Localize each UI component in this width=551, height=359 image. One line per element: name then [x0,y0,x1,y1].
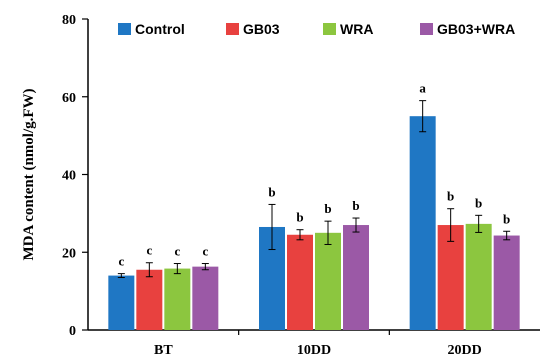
significance-label: b [296,210,303,225]
bar-control-20dd [409,116,436,330]
significance-label: a [419,81,426,96]
y-tick-label: 0 [69,324,76,339]
bar-gb03-wra-10dd [343,225,369,330]
x-category-label: 20DD [448,343,482,358]
significance-label: c [202,244,208,259]
significance-label: c [118,254,124,269]
significance-label: b [475,195,482,210]
bar-gb03-wra-bt [192,266,219,330]
legend-swatch [118,23,131,35]
x-category-label: BT [154,343,173,358]
legend-label: GB03+WRA [437,21,515,37]
legend-swatch [226,23,239,35]
significance-label: b [503,211,510,226]
y-tick-label: 80 [62,13,76,28]
significance-label: b [324,201,331,216]
legend-label: GB03 [243,21,280,37]
bar-gb03-20dd [437,225,464,330]
bar-control-bt [108,275,135,330]
x-category-label: 10DD [297,343,331,358]
legend-label: WRA [340,21,373,37]
significance-label: c [146,243,152,258]
bar-gb03-wra-20dd [493,235,520,330]
bar-wra-bt [164,268,191,330]
significance-label: b [352,198,359,213]
bar-wra-20dd [465,223,492,330]
significance-label: b [268,184,275,199]
legend-swatch [420,23,433,35]
bar-gb03-bt [136,269,163,330]
significance-label: b [447,189,454,204]
y-tick-label: 20 [62,246,76,261]
y-tick-label: 40 [62,169,76,184]
bar-gb03-10dd [287,234,313,330]
y-tick-label: 60 [62,91,76,106]
legend-label: Control [135,21,185,37]
y-axis-title: MDA content (nmol/g.FW) [21,88,37,260]
bar-wra-10dd [315,232,341,330]
significance-label: c [174,244,180,259]
legend-swatch [323,23,336,35]
